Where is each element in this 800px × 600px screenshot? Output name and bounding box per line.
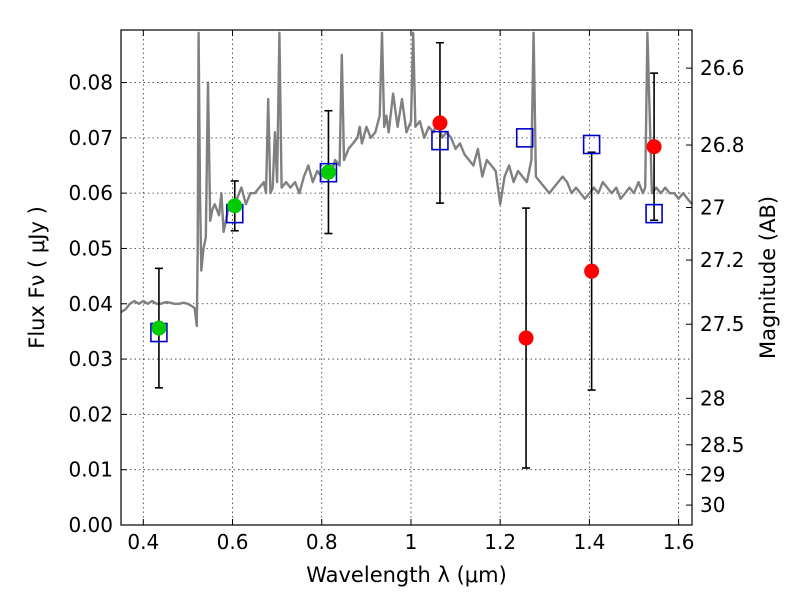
y-tick-label: 0.00 [68,513,113,537]
y-tick-label: 0.05 [68,236,113,260]
y2-tick-label: 30 [700,493,725,517]
x-tick-label: 1.2 [484,530,516,554]
data-point-marker [151,320,167,336]
spectrum-line [120,31,693,328]
data-point-marker [518,330,534,346]
y2-tick-label: 26.8 [700,133,745,157]
y-tick-label: 0.02 [68,402,113,426]
model-squares [150,128,663,343]
plot-frame [120,29,693,526]
data-point-marker [646,139,662,155]
x-axis-label: Wavelength λ (μm) [306,563,507,587]
y-tick-label: 0.04 [68,292,113,316]
y-tick-label: 0.08 [68,71,113,95]
y-tick-label: 0.01 [68,458,113,482]
spectrum-series [120,31,693,328]
model-square-marker [582,134,601,155]
y2-axis-label: Magnitude (AB) [756,196,780,359]
data-point-marker [227,198,243,214]
y-tick-label: 0.03 [68,347,113,371]
y2-tick-label: 28.5 [700,433,745,457]
y-axis: 0.00 0.01 0.02 0.03 0.04 0.05 0.06 0.07 0.08 [68,71,127,537]
x-tick-label: 0.8 [306,530,338,554]
y-tick-label: 0.06 [68,181,113,205]
model-square-marker [645,203,663,224]
model-square-marker [431,130,449,151]
x-axis: 0.4 0.6 0.8 1 1.2 1.4 1.6 [127,30,695,554]
x-tick-label: 1.4 [573,530,605,554]
y-tick-label: 0.07 [68,126,113,150]
y2-tick-label: 29 [700,463,725,487]
y2-axis: 26.6 26.8 27 27.2 27.5 28 28.5 29 30 [686,56,745,517]
y2-tick-label: 27 [700,196,725,220]
data-point-marker [584,263,600,279]
y2-tick-label: 26.6 [700,56,745,80]
y2-tick-label: 28 [700,386,725,410]
model-square-marker [319,162,338,183]
data-points [151,115,662,346]
error-bars [154,41,659,469]
y-axis-label: Flux Fν ( μJy ) [25,206,49,349]
x-tick-label: 1.6 [663,530,695,554]
model-square-marker [515,128,534,148]
x-tick-label: 1 [405,530,418,554]
data-point-marker [432,115,448,131]
x-tick-label: 0.6 [217,530,249,554]
x-tick-label: 0.4 [127,530,159,554]
y2-tick-label: 27.5 [700,312,745,336]
data-point-marker [320,164,336,180]
y2-tick-label: 27.2 [700,248,745,272]
